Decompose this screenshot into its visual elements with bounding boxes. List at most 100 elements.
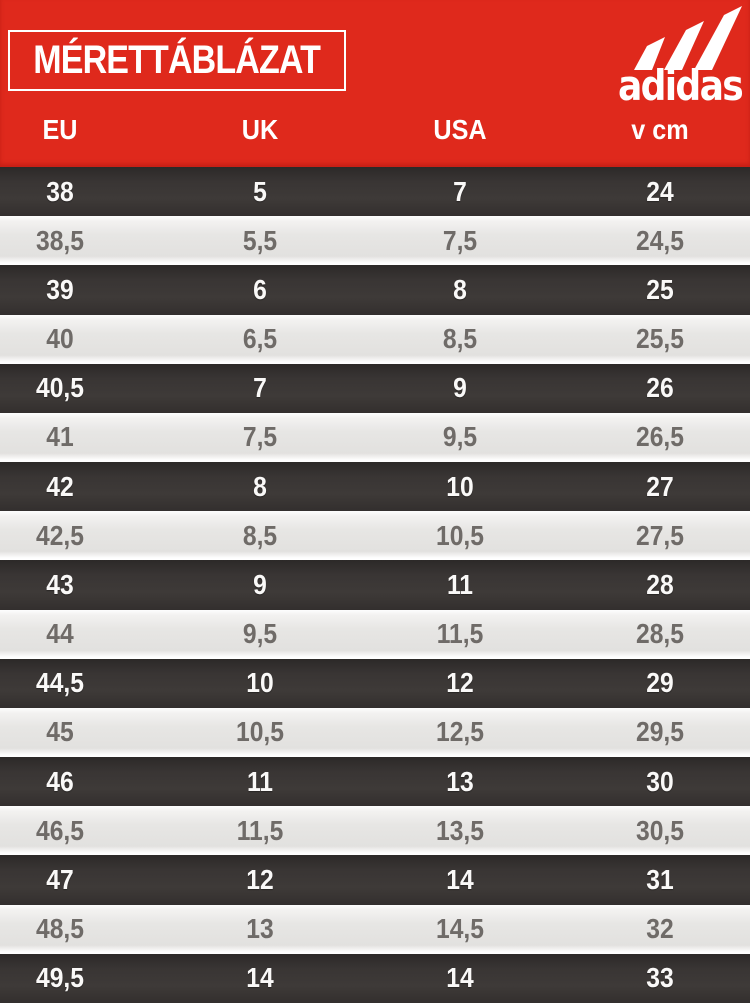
cell-cm: 28 (646, 568, 674, 600)
cell-cm: 24 (646, 175, 674, 207)
cell-usa: 11,5 (436, 618, 484, 650)
cell-usa: 13 (446, 765, 474, 797)
table-row: 40,5 7 9 26 (0, 363, 750, 413)
cell-usa: 8 (453, 273, 467, 305)
table-row: 46,5 11,5 13,5 30,5 (0, 806, 750, 856)
cell-usa: 7,5 (442, 224, 478, 256)
table-row: 42,5 8,5 10,5 27,5 (0, 511, 750, 561)
cell-uk: 7,5 (242, 421, 278, 453)
cell-cm: 25,5 (636, 323, 684, 355)
cell-uk: 14 (246, 962, 274, 994)
cell-usa: 14 (446, 863, 474, 895)
table-row: 48,5 13 14,5 32 (0, 904, 750, 954)
cell-eu: 38,5 (36, 224, 84, 256)
cell-usa: 13,5 (436, 814, 484, 846)
cell-usa: 12 (446, 667, 474, 699)
cell-uk: 11 (246, 765, 274, 797)
cell-uk: 5,5 (242, 224, 278, 256)
header: MÉRETTÁBLÁZAT adidas EU UK USA v cm (0, 0, 750, 167)
cell-usa: 10,5 (436, 519, 484, 551)
cell-cm: 26,5 (636, 421, 684, 453)
cell-eu: 40 (46, 323, 74, 355)
cell-eu: 39 (46, 273, 74, 305)
cell-usa: 10 (446, 470, 474, 502)
cell-eu: 47 (46, 863, 74, 895)
table-row: 49,5 14 14 33 (0, 953, 750, 1003)
col-header-usa: USA (433, 114, 487, 145)
adidas-stripe-icon (634, 37, 665, 70)
cell-usa: 9 (453, 372, 467, 404)
table-row: 44 9,5 11,5 28,5 (0, 609, 750, 659)
cell-eu: 48,5 (36, 913, 84, 945)
cell-cm: 28,5 (636, 618, 684, 650)
table-row: 38 5 7 24 (0, 167, 750, 217)
cell-eu: 42,5 (36, 519, 84, 551)
cell-uk: 13 (246, 913, 274, 945)
cell-eu: 49,5 (36, 962, 84, 994)
size-table: 38 5 7 24 38,5 5,5 7,5 24,5 39 6 8 25 40… (0, 167, 750, 1003)
cell-cm: 30 (646, 765, 674, 797)
adidas-logo: adidas (614, 6, 746, 110)
adidas-stripe-icon (694, 6, 742, 70)
cell-cm: 24,5 (636, 224, 684, 256)
cell-cm: 33 (646, 962, 674, 994)
cell-usa: 12,5 (436, 716, 484, 748)
cell-cm: 30,5 (636, 814, 684, 846)
cell-usa: 9,5 (442, 421, 478, 453)
adidas-logo-icon: adidas (618, 6, 745, 110)
cell-uk: 10,5 (236, 716, 284, 748)
cell-eu: 42 (46, 470, 74, 502)
cell-uk: 7 (253, 372, 267, 404)
cell-eu: 38 (46, 175, 74, 207)
table-row: 38,5 5,5 7,5 24,5 (0, 216, 750, 266)
col-header-eu: EU (42, 114, 78, 145)
page-title: MÉRETTÁBLÁZAT (33, 38, 322, 82)
cell-cm: 31 (646, 863, 674, 895)
col-header-uk: UK (241, 114, 279, 145)
cell-uk: 9,5 (242, 618, 278, 650)
cell-cm: 29,5 (636, 716, 684, 748)
cell-eu: 40,5 (36, 372, 84, 404)
cell-uk: 6 (253, 273, 267, 305)
cell-usa: 14,5 (436, 913, 484, 945)
table-row: 47 12 14 31 (0, 855, 750, 905)
cell-cm: 26 (646, 372, 674, 404)
cell-cm: 25 (646, 273, 674, 305)
cell-cm: 32 (646, 913, 674, 945)
cell-cm: 27,5 (636, 519, 684, 551)
cell-uk: 12 (246, 863, 274, 895)
cell-usa: 11 (446, 568, 474, 600)
column-headers: EU UK USA v cm (0, 104, 750, 156)
cell-cm: 29 (646, 667, 674, 699)
cell-eu: 46 (46, 765, 74, 797)
cell-uk: 8,5 (242, 519, 278, 551)
col-header-cm: v cm (631, 114, 689, 145)
cell-uk: 8 (253, 470, 267, 502)
cell-eu: 41 (46, 421, 74, 453)
cell-uk: 10 (246, 667, 274, 699)
table-row: 44,5 10 12 29 (0, 658, 750, 708)
table-row: 40 6,5 8,5 25,5 (0, 314, 750, 364)
adidas-wordmark: adidas (618, 61, 743, 102)
table-row: 46 11 13 30 (0, 757, 750, 807)
cell-eu: 44,5 (36, 667, 84, 699)
cell-eu: 43 (46, 568, 74, 600)
table-row: 41 7,5 9,5 26,5 (0, 412, 750, 463)
cell-uk: 11,5 (236, 814, 284, 846)
cell-uk: 6,5 (242, 323, 278, 355)
cell-eu: 45 (46, 716, 74, 748)
table-row: 42 8 10 27 (0, 462, 750, 512)
cell-uk: 9 (253, 568, 267, 600)
cell-cm: 27 (646, 470, 674, 502)
cell-eu: 46,5 (36, 814, 84, 846)
table-row: 43 9 11 28 (0, 560, 750, 610)
cell-usa: 8,5 (442, 323, 478, 355)
cell-eu: 44 (46, 618, 74, 650)
table-row: 39 6 8 25 (0, 265, 750, 315)
cell-usa: 7 (453, 175, 467, 207)
adidas-stripe-icon (664, 21, 704, 70)
table-row: 45 10,5 12,5 29,5 (0, 707, 750, 758)
cell-usa: 14 (446, 962, 474, 994)
cell-uk: 5 (253, 175, 267, 207)
